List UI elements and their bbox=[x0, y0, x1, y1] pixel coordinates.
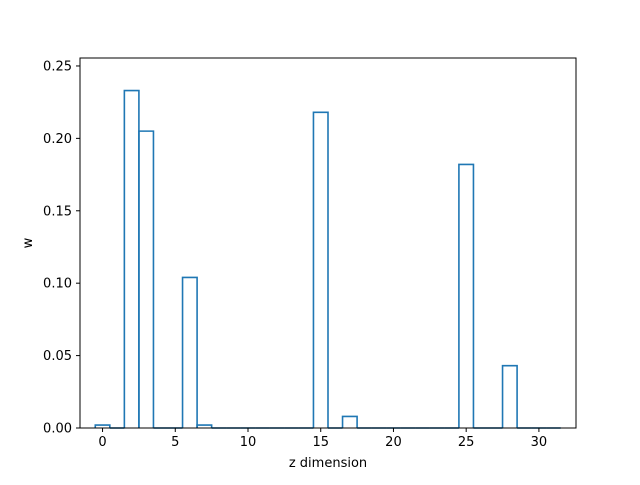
x-tick-label: 10 bbox=[240, 435, 257, 450]
y-tick-label: 0.10 bbox=[43, 277, 72, 292]
y-tick-label: 0.20 bbox=[43, 132, 72, 147]
y-axis-label: w bbox=[21, 237, 36, 248]
bar-0 bbox=[94, 424, 111, 428]
x-tick-label: 15 bbox=[312, 435, 329, 450]
x-tick-label: 25 bbox=[458, 435, 475, 450]
bar-15 bbox=[312, 111, 329, 428]
x-tick-label: 0 bbox=[98, 435, 106, 450]
bar-6 bbox=[181, 276, 198, 428]
bar-28 bbox=[501, 364, 518, 428]
bar-3 bbox=[138, 130, 155, 428]
x-axis-label: z dimension bbox=[289, 456, 367, 471]
y-tick-label: 0.05 bbox=[43, 349, 72, 364]
bar-17 bbox=[341, 415, 358, 428]
x-tick-label: 5 bbox=[171, 435, 179, 450]
bar-2 bbox=[123, 89, 140, 428]
bar-7 bbox=[196, 424, 213, 428]
y-tick-label: 0.15 bbox=[43, 204, 72, 219]
y-tick-label: 0.00 bbox=[43, 422, 72, 437]
x-tick-label: 30 bbox=[531, 435, 548, 450]
y-tick-label: 0.25 bbox=[43, 59, 72, 74]
bar-25 bbox=[458, 163, 475, 428]
plot-frame bbox=[79, 57, 577, 429]
x-tick-label: 20 bbox=[385, 435, 402, 450]
